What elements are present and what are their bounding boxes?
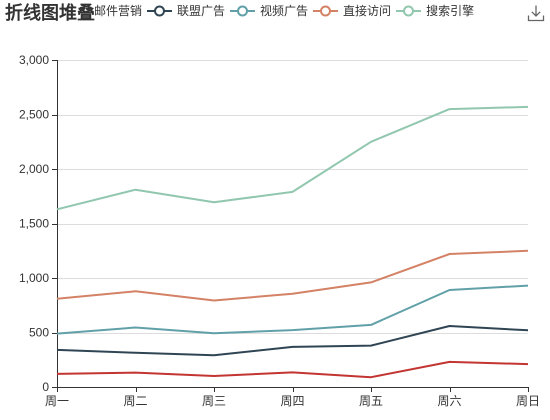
grid-lines	[57, 60, 528, 334]
legend-item-search-engine[interactable]: 搜索引擎	[396, 4, 474, 18]
y-tick-label-6: 3,000	[19, 53, 49, 67]
y-tick-label-2: 1,000	[19, 271, 49, 285]
legend-marker-icon	[313, 5, 339, 17]
x-tick-label-2: 周三	[202, 394, 226, 408]
series-line-search-engine	[56, 105, 529, 211]
download-icon	[527, 5, 545, 22]
legend-label: 联盟广告	[177, 4, 226, 18]
y-tick-label-4: 2,000	[19, 162, 49, 176]
download-button[interactable]	[527, 4, 545, 22]
series-line-video-ads	[56, 284, 529, 335]
legend-item-direct-access[interactable]: 直接访问	[313, 4, 391, 18]
x-tick-label-0: 周一	[45, 394, 69, 408]
x-tick-label-4: 周五	[359, 394, 383, 408]
legend-label: 邮件营销	[94, 4, 143, 18]
legend-label: 搜索引擎	[426, 4, 475, 18]
series-line-email-marketing	[56, 360, 529, 379]
series-line-affiliate-ads	[56, 325, 529, 357]
y-tick-label-3: 1,500	[19, 217, 49, 231]
x-tick-label-3: 周四	[280, 394, 304, 408]
y-tick-label-0: 0	[42, 380, 49, 394]
x-tick-label-1: 周二	[123, 394, 147, 408]
x-tick-label-6: 周日	[516, 394, 540, 408]
legend-marker-icon	[147, 5, 173, 17]
y-tick-label-1: 500	[29, 326, 49, 340]
y-tick-label-5: 2,500	[19, 108, 49, 122]
tick-labels: 0 500 1,000 1,500 2,000 2,500 3,000 周一 周二 周三 周四 周五 周…	[19, 53, 540, 408]
legend-marker-icon	[396, 5, 422, 17]
legend-item-affiliate-ads[interactable]: 联盟广告	[147, 4, 225, 18]
series-lines	[56, 105, 529, 379]
legend-item-video-ads[interactable]: 视频广告	[230, 4, 308, 18]
legend-marker-icon	[230, 5, 256, 17]
legend-label: 直接访问	[343, 4, 392, 18]
legend: 邮件营销 联盟广告 视频广告 直接访问 搜索引擎	[64, 4, 474, 18]
legend-label: 视频广告	[260, 4, 309, 18]
series-line-direct-access	[56, 249, 529, 302]
chart-title: 折线图堆叠	[5, 2, 95, 24]
x-tick-label-5: 周六	[437, 394, 461, 408]
